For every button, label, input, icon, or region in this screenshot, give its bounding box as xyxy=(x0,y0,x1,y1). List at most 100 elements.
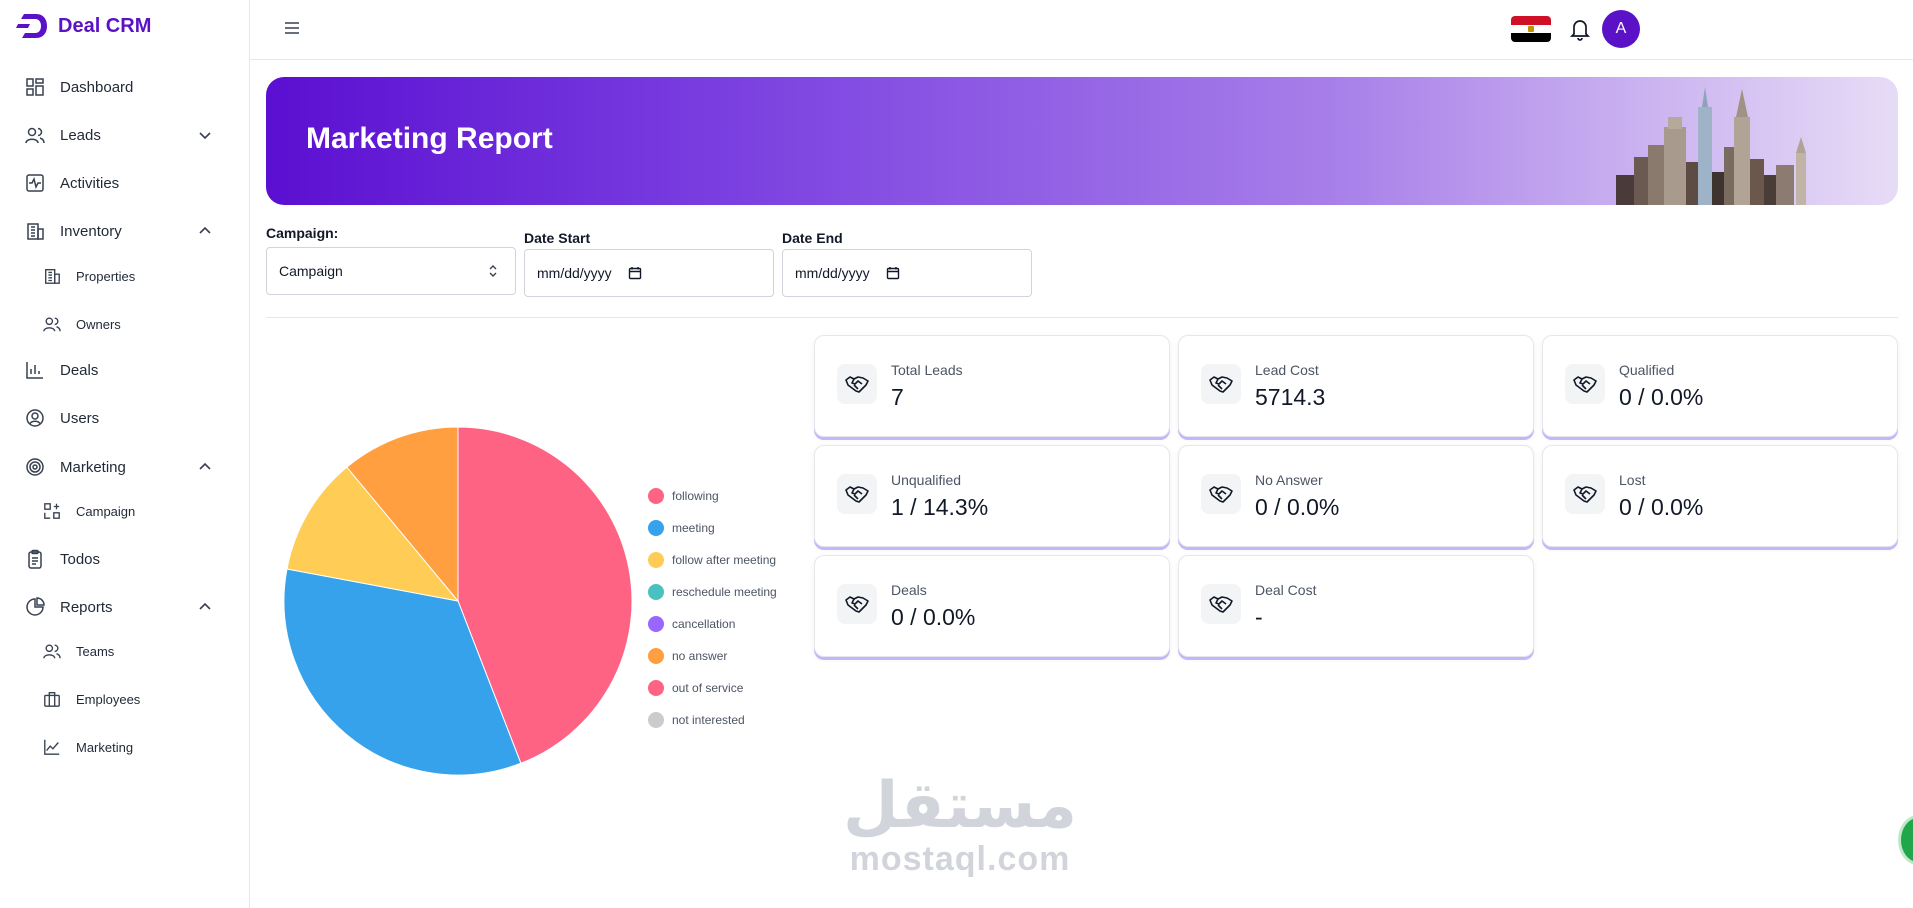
legend-label: following xyxy=(672,489,719,503)
leads-status-pie-chart xyxy=(283,426,633,776)
legend-swatch xyxy=(648,552,664,568)
sidebar-subitem-label: Owners xyxy=(76,316,121,332)
handshake-icon xyxy=(1565,364,1605,404)
legend-item[interactable]: reschedule meeting xyxy=(648,576,777,608)
watermark-arabic: مستقل xyxy=(842,769,1078,841)
sidebar-item-label: Leads xyxy=(60,126,101,144)
stat-label: Deals xyxy=(891,582,927,598)
activity-icon xyxy=(24,172,46,194)
sidebar-subitem-properties[interactable]: Properties xyxy=(42,265,135,287)
sidebar-item-dashboard[interactable]: Dashboard xyxy=(24,75,224,99)
stat-card-unqualified: Unqualified 1 / 14.3% xyxy=(814,445,1170,547)
page-title: Marketing Report xyxy=(306,122,553,155)
legend-label: reschedule meeting xyxy=(672,585,777,599)
sidebar-item-label: Users xyxy=(60,409,100,427)
avatar[interactable]: A xyxy=(1602,10,1640,48)
sidebar-item-deals[interactable]: Deals xyxy=(24,358,224,382)
line-chart-icon xyxy=(42,737,62,757)
stat-value: 0 / 0.0% xyxy=(1619,384,1704,410)
stat-label: No Answer xyxy=(1255,472,1323,488)
sidebar-subitem-owners[interactable]: Owners xyxy=(42,313,121,335)
sidebar-item-inventory[interactable]: Inventory xyxy=(24,219,224,243)
calendar-icon[interactable] xyxy=(886,266,900,280)
sidebar-item-leads[interactable]: Leads xyxy=(24,123,224,147)
legend-item[interactable]: out of service xyxy=(648,672,777,704)
sidebar-subitem-marketing-report[interactable]: Marketing xyxy=(42,736,133,758)
stat-label: Total Leads xyxy=(891,362,963,378)
legend-label: follow after meeting xyxy=(672,553,777,567)
sidebar-item-label: Dashboard xyxy=(60,78,134,96)
legend-item[interactable]: following xyxy=(648,480,777,512)
legend-swatch xyxy=(648,488,664,504)
stat-label: Lost xyxy=(1619,472,1646,488)
sidebar-item-label: Marketing xyxy=(60,458,126,476)
date-start-label: Date Start xyxy=(524,230,591,246)
user-circle-icon xyxy=(24,407,46,429)
chevron-down-icon[interactable] xyxy=(196,126,214,144)
campaign-select[interactable]: Campaign xyxy=(266,247,516,295)
legend-item[interactable]: follow after meeting xyxy=(648,544,777,576)
topbar xyxy=(250,0,1913,60)
campaign-select-value: Campaign xyxy=(279,263,343,279)
chevron-up-icon[interactable] xyxy=(196,458,214,476)
brand[interactable]: Deal CRM xyxy=(16,12,151,40)
sidebar-item-todos[interactable]: Todos xyxy=(24,547,224,571)
flag-emblem xyxy=(1528,25,1534,32)
sidebar-item-reports[interactable]: Reports xyxy=(24,595,224,619)
legend-label: out of service xyxy=(672,681,744,695)
sidebar-item-label: Reports xyxy=(60,598,113,616)
egypt-flag-icon[interactable] xyxy=(1511,16,1551,42)
bell-icon[interactable] xyxy=(1569,17,1591,41)
target-icon xyxy=(24,456,46,478)
pie-slice-meeting[interactable] xyxy=(283,568,522,776)
sidebar-item-activities[interactable]: Activities xyxy=(24,171,224,195)
pie-slice-no-answer[interactable] xyxy=(346,426,459,603)
stat-label: Unqualified xyxy=(891,472,962,488)
date-end-input[interactable]: mm/dd/yyyy xyxy=(782,249,1032,297)
menu-icon[interactable] xyxy=(282,18,302,38)
handshake-icon xyxy=(837,474,877,514)
divider xyxy=(266,317,1898,318)
chevron-up-icon[interactable] xyxy=(196,598,214,616)
legend-item[interactable]: meeting xyxy=(648,512,777,544)
stat-value: 0 / 0.0% xyxy=(1255,494,1340,520)
flag-stripe-black xyxy=(1511,33,1551,42)
date-start-value: mm/dd/yyyy xyxy=(537,265,612,281)
stat-card-deals: Deals 0 / 0.0% xyxy=(814,555,1170,657)
calendar-icon[interactable] xyxy=(628,266,642,280)
legend-label: cancellation xyxy=(672,617,736,631)
sidebar-subitem-teams[interactable]: Teams xyxy=(42,640,114,662)
sidebar-subitem-campaign[interactable]: Campaign xyxy=(42,500,135,522)
handshake-icon xyxy=(837,364,877,404)
sidebar-subitem-employees[interactable]: Employees xyxy=(42,688,140,710)
legend-swatch xyxy=(648,520,664,536)
legend-item[interactable]: not interested xyxy=(648,704,777,736)
campaign-icon xyxy=(42,501,62,521)
legend-label: not interested xyxy=(672,713,745,727)
users-icon xyxy=(42,641,62,661)
flag-stripe-red xyxy=(1511,16,1551,25)
legend-label: meeting xyxy=(672,521,715,535)
date-end-value: mm/dd/yyyy xyxy=(795,265,870,281)
pie-slice-following[interactable] xyxy=(457,426,633,764)
chevron-up-icon[interactable] xyxy=(196,222,214,240)
building-icon xyxy=(24,220,46,242)
sidebar: Deal CRM Dashboard Leads Activities Inve… xyxy=(0,0,250,908)
stat-value: 5714.3 xyxy=(1255,384,1326,410)
sidebar-subitem-label: Marketing xyxy=(76,739,134,755)
legend-item[interactable]: no answer xyxy=(648,640,777,672)
legend-swatch xyxy=(648,648,664,664)
watermark: مستقل mostaql.com xyxy=(840,770,1080,879)
legend-swatch xyxy=(648,584,664,600)
briefcase-icon xyxy=(42,689,62,709)
sidebar-item-marketing[interactable]: Marketing xyxy=(24,455,224,479)
chat-button[interactable] xyxy=(1898,815,1913,865)
campaign-filter-label: Campaign: xyxy=(266,225,339,241)
sidebar-item-users[interactable]: Users xyxy=(24,406,224,430)
stat-card-qualified: Qualified 0 / 0.0% xyxy=(1542,335,1898,437)
pie-slice-follow-after-meeting[interactable] xyxy=(286,466,460,602)
date-start-input[interactable]: mm/dd/yyyy xyxy=(524,249,774,297)
legend-item[interactable]: cancellation xyxy=(648,608,777,640)
stat-value: 7 xyxy=(891,384,904,410)
handshake-icon xyxy=(1201,474,1241,514)
